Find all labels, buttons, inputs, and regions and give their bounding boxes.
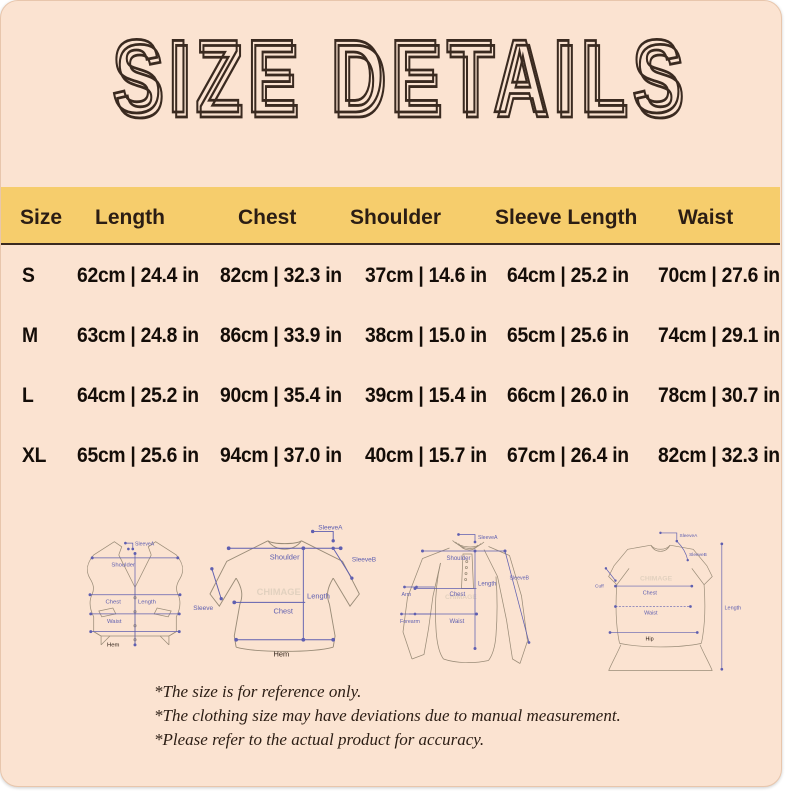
svg-text:Hem: Hem [273, 650, 289, 659]
svg-text:Arm: Arm [402, 592, 412, 598]
svg-text:SleeveA: SleeveA [478, 535, 498, 541]
svg-text:SleeveB: SleeveB [689, 552, 707, 558]
svg-text:Shoulder: Shoulder [111, 563, 135, 569]
svg-text:Chest: Chest [273, 607, 293, 616]
svg-text:Length: Length [725, 605, 742, 611]
svg-text:Length: Length [307, 592, 330, 601]
svg-text:Hip: Hip [645, 637, 653, 643]
svg-text:Chest: Chest [643, 590, 658, 596]
svg-text:SleeveA: SleeveA [135, 541, 155, 547]
svg-text:Length: Length [138, 600, 156, 606]
svg-text:Chest: Chest [106, 600, 122, 606]
svg-text:Chest: Chest [450, 592, 466, 598]
svg-text:Cuff: Cuff [595, 583, 604, 589]
svg-text:Waist: Waist [644, 611, 658, 617]
svg-text:SleeveB: SleeveB [352, 556, 376, 563]
svg-text:Shoulder: Shoulder [270, 552, 300, 561]
svg-text:Hem: Hem [107, 642, 120, 648]
svg-text:SleeveB: SleeveB [510, 576, 530, 582]
svg-text:Length: Length [478, 582, 496, 588]
svg-text:CHIMAGE: CHIMAGE [257, 587, 301, 597]
svg-text:SIZE DETAILS: SIZE DETAILS [115, 24, 691, 140]
svg-text:SleeveA: SleeveA [680, 533, 699, 539]
svg-text:Forearm: Forearm [400, 619, 420, 625]
svg-text:Waist: Waist [107, 619, 122, 625]
svg-text:Shoulder: Shoulder [447, 556, 471, 562]
svg-text:CHIMAGE: CHIMAGE [640, 576, 673, 583]
svg-text:Waist: Waist [450, 619, 465, 625]
svg-text:SleeveA: SleeveA [318, 525, 343, 532]
svg-text:Sleeve: Sleeve [193, 605, 213, 612]
